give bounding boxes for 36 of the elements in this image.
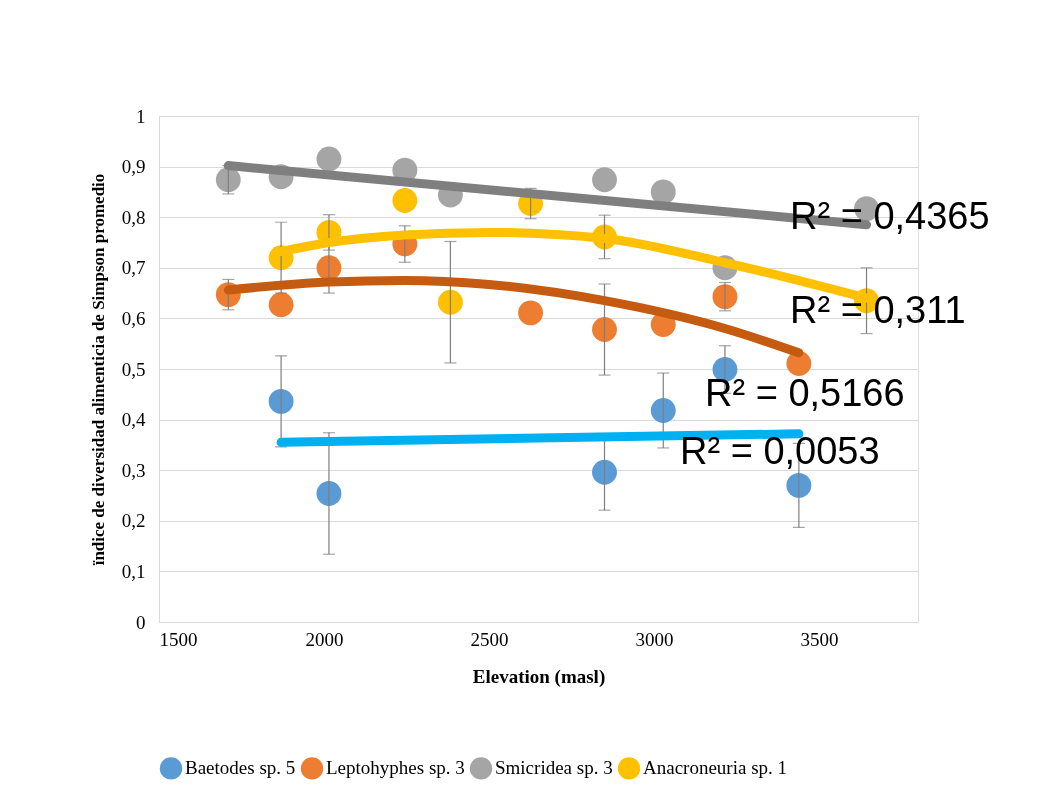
x-axis-title: Elevation (masl) xyxy=(472,665,606,688)
annotation: R² = 0,311 xyxy=(790,289,966,331)
y-tick-label: 0,3 xyxy=(121,459,146,481)
legend-label: Anacroneuria sp. 1 xyxy=(643,757,788,779)
x-tick-label: 2000 xyxy=(305,628,344,650)
point xyxy=(437,289,463,315)
y-axis-title: ïndice de diversidad alimenticia de Simpson promedio xyxy=(88,173,108,566)
point xyxy=(392,188,418,213)
annotation: R² = 0,4365 xyxy=(790,195,990,237)
point xyxy=(518,300,544,326)
point xyxy=(650,398,676,423)
y-tick-label: 0,6 xyxy=(121,307,146,329)
point xyxy=(650,179,676,205)
point xyxy=(316,146,342,172)
y-tick-label: 0,2 xyxy=(121,510,146,532)
legend-label: Smicridea sp. 3 xyxy=(495,757,613,779)
point xyxy=(268,292,294,318)
point xyxy=(592,317,617,342)
y-tick-label: 0,1 xyxy=(121,560,146,582)
y-tick-label: 0,8 xyxy=(121,206,146,228)
y-tick-label: 0 xyxy=(136,611,146,633)
y-tick-label: 0,7 xyxy=(121,257,146,279)
x-tick-label: 3000 xyxy=(635,628,674,650)
annotation: R² = 0,5166 xyxy=(705,372,905,414)
point xyxy=(592,167,617,193)
legend-label: Leptohyphes sp. 3 xyxy=(326,757,465,779)
point xyxy=(592,459,617,485)
legend-label: Baetodes sp. 5 xyxy=(185,757,296,779)
annotation: R² = 0,0053 xyxy=(680,430,880,472)
y-tick-label: 1 xyxy=(136,105,146,127)
x-tick-label: 3500 xyxy=(800,628,839,650)
y-tick-label: 0,9 xyxy=(121,156,146,178)
y-tick-label: 0,4 xyxy=(121,409,146,431)
x-tick-label: 2500 xyxy=(470,628,509,650)
x-tick-label: 1500 xyxy=(159,628,198,650)
y-tick-label: 0,5 xyxy=(121,358,146,380)
